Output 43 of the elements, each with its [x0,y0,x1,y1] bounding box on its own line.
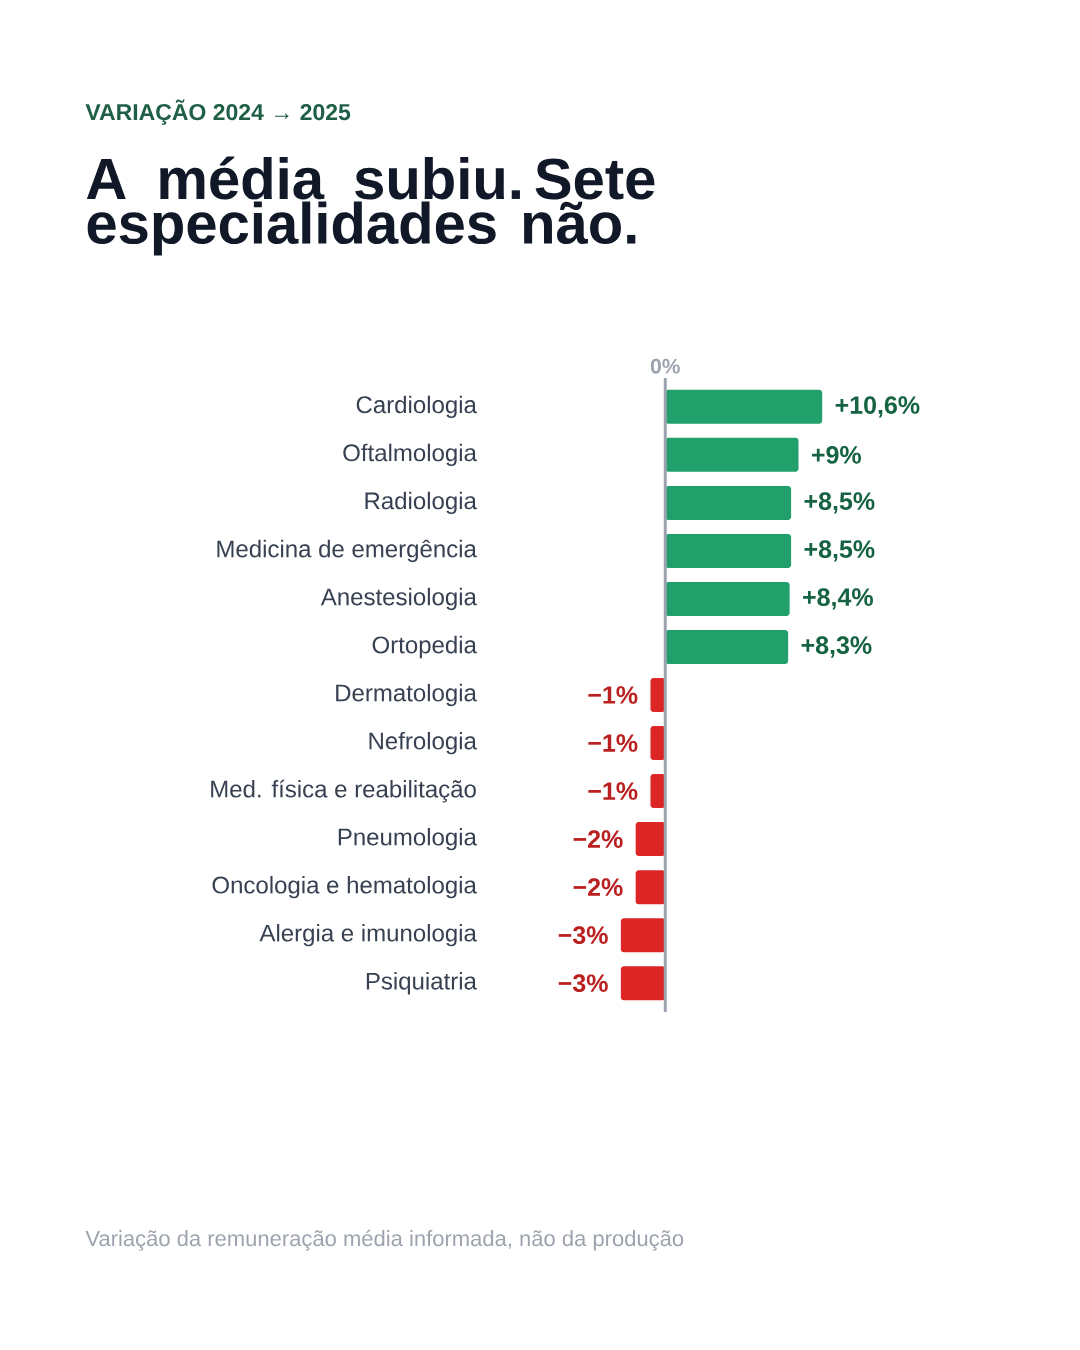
data-label: −1% [588,782,638,800]
data-label: −1% [588,686,638,704]
bar [665,437,799,472]
data-label: +8,4% [803,588,873,610]
y-tick-label: Cardiologia [356,395,477,419]
data-label: −3% [558,926,608,945]
y-tick-label: Psiquiatria [366,972,477,995]
y-tick-label: Oncologia e hematologia [212,875,477,899]
bar [650,774,666,809]
y-tick-label: Radiologia [365,491,477,515]
y-tick-label: Med. física e reabilitação [211,779,476,803]
chart-title: A média subiu. Sete especialidades não. [86,156,655,256]
bar [665,389,823,424]
data-label: −2% [573,830,623,848]
data-label: +8,3% [801,636,872,658]
y-tick-label: Nefrologia [369,731,477,755]
data-label: +8,5% [804,540,875,562]
bar [620,966,666,1001]
bar [635,870,666,905]
ref-line-label: 0% [650,358,680,374]
data-label: −2% [573,878,623,896]
y-tick-label: Ortopedia [372,635,477,659]
text: VARIAÇÃO 2024 → 2025 [85,99,351,125]
bar [650,678,666,713]
data-label: −3% [558,974,608,993]
y-tick-label: Medicina de emergência [217,539,477,563]
y-tick-label: Pneumologia [338,827,477,851]
bar [650,726,666,761]
data-label: −1% [588,734,638,752]
bar [665,533,792,568]
y-tick-label: Alergia e imunologia [259,924,477,947]
y-tick-label: Dermatologia [336,683,477,707]
data-label: +10,6% [835,396,920,418]
bar [665,629,789,664]
y-tick-label: Oftalmologia [343,443,477,467]
bar [665,485,792,520]
bar [635,822,666,857]
data-label: +9% [811,446,861,464]
text: Variação da remuneração média informada, não da produção [85,1229,684,1251]
bar [620,918,666,953]
y-tick-label: Anestesiologia [320,587,477,611]
bar [665,581,790,616]
data-label: +8,5% [804,492,875,514]
